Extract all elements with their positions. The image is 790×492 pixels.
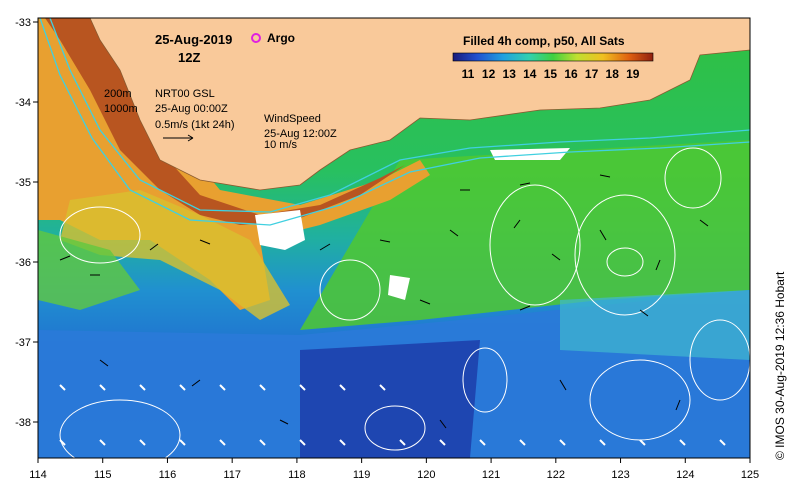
wind-title: WindSpeed — [264, 113, 321, 125]
map-time: 12Z — [178, 50, 200, 65]
cloud-gap — [490, 148, 570, 160]
x-tick-label: 114 — [29, 469, 47, 481]
colorbar-ticks: 11 12 13 14 15 16 17 18 19 — [462, 67, 640, 81]
x-tick-label: 121 — [482, 469, 500, 481]
x-tick-label: 115 — [94, 469, 112, 481]
isobath-1000m — [39, 18, 750, 226]
sea-level-contours — [59, 147, 750, 458]
argo-marker-icon — [251, 33, 261, 43]
y-tick-label: -37 — [15, 337, 31, 349]
colorbar — [452, 52, 654, 62]
cold-core — [300, 340, 480, 458]
x-axis: 114 115 116 117 118 119 120 121 122 123 124 125 — [29, 458, 759, 481]
current-time-label: 25-Aug 00:00Z — [155, 103, 228, 115]
x-tick-label: 122 — [547, 469, 565, 481]
x-tick-label: 124 — [676, 469, 694, 481]
green-eddy-west — [38, 230, 140, 310]
depth-200-label: 200m — [104, 88, 132, 100]
x-tick-label: 119 — [353, 469, 371, 481]
plot-frame — [37, 17, 751, 459]
x-tick-label: 123 — [611, 469, 629, 481]
colorbar-tick-label: 14 — [523, 67, 537, 81]
cyan-band — [560, 290, 750, 360]
cloud-gap — [388, 275, 410, 300]
y-tick-label: -33 — [15, 17, 31, 29]
isobath-200m — [49, 18, 750, 213]
cloud-gap — [255, 210, 305, 250]
current-vectors — [59, 174, 709, 429]
arrowhead-icon — [187, 134, 194, 142]
x-tick-label: 120 — [417, 469, 435, 481]
map-plot-area — [38, 18, 750, 458]
x-tick-label: 125 — [741, 469, 759, 481]
y-tick-label: -34 — [15, 97, 31, 109]
depth-1000-label: 1000m — [104, 103, 138, 115]
colorbar-tick-label: 19 — [626, 67, 640, 81]
x-tick-label: 116 — [159, 469, 177, 481]
colorbar-tick-label: 18 — [606, 67, 620, 81]
y-tick-label: -35 — [15, 177, 31, 189]
colorbar-tick-label: 17 — [585, 67, 599, 81]
colorbar-tick-label: 15 — [544, 67, 558, 81]
warm-band-east — [300, 140, 750, 330]
colorbar-tick-label: 11 — [462, 67, 475, 81]
colorbar-tick-label: 13 — [503, 67, 517, 81]
colorbar-tick-label: 12 — [482, 67, 496, 81]
y-tick-label: -36 — [15, 257, 31, 269]
y-tick-label: -38 — [15, 417, 31, 429]
wind-vectors — [59, 384, 726, 446]
x-tick-label: 118 — [288, 469, 306, 481]
leeuwin-current-core — [45, 18, 405, 225]
colorbar-tick-label: 16 — [564, 67, 578, 81]
colorbar-title: Filled 4h comp, p50, All Sats — [463, 34, 625, 48]
wind-scale-label: 10 m/s — [264, 139, 298, 151]
y-axis: -33 -34 -35 -36 -37 -38 — [15, 17, 38, 429]
wind-time: 25-Aug 12:00Z — [264, 128, 337, 140]
credit-text: © IMOS 30-Aug-2019 12:36 Hobart — [773, 271, 787, 460]
current-product-label: NRT00 GSL — [155, 88, 215, 100]
current-scale-label: 0.5m/s (1kt 24h) — [155, 119, 234, 131]
map-date: 25-Aug-2019 — [155, 32, 232, 47]
argo-label: Argo — [267, 31, 295, 45]
warm-eddy — [60, 190, 290, 320]
x-tick-label: 117 — [223, 469, 241, 481]
